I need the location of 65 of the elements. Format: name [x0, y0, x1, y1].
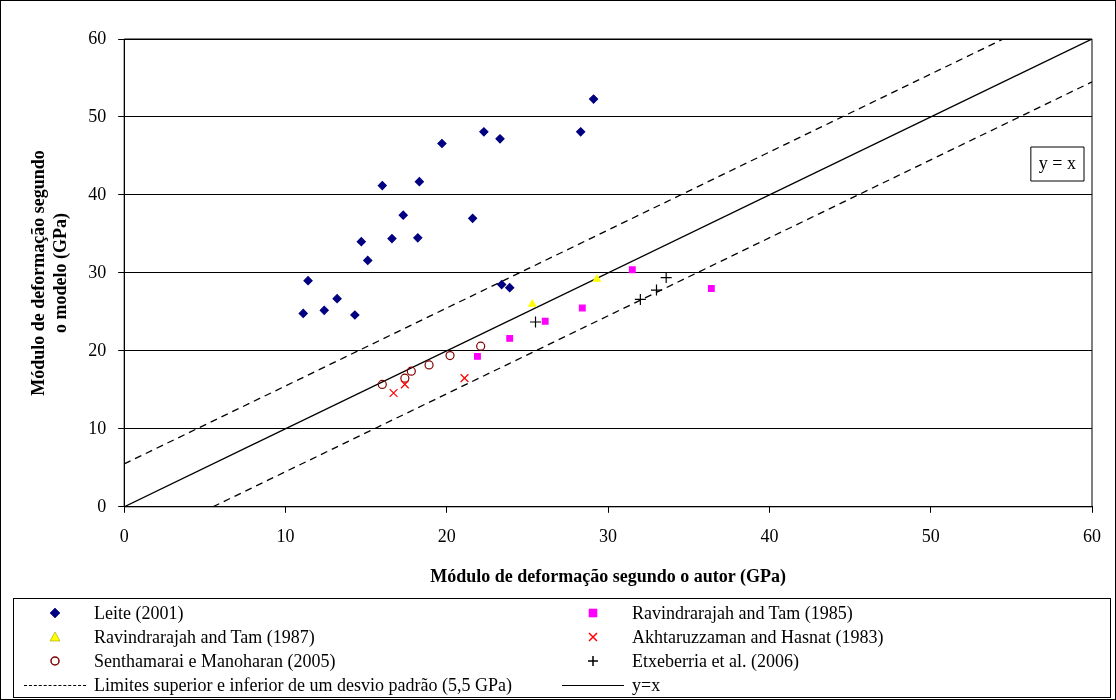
point	[460, 373, 470, 383]
point	[350, 310, 360, 320]
y-tick-label: 30	[88, 261, 107, 282]
legend-label: y=x	[632, 674, 661, 696]
point	[576, 127, 586, 137]
x-tick-label: 20	[437, 526, 456, 547]
point	[506, 334, 514, 342]
point	[414, 177, 424, 187]
x-axis-title: Módulo de deformação segundo o autor (GPa)	[430, 565, 786, 587]
point	[479, 127, 489, 137]
y-axis-title: Módulo de deformação segundo o modelo (GPa)	[28, 150, 72, 396]
point	[424, 360, 434, 370]
y-tick-label: 60	[88, 27, 107, 48]
point	[592, 274, 601, 282]
point	[406, 366, 416, 376]
legend-label: Ravindrarajah and Tam (1987)	[94, 626, 315, 648]
point	[298, 308, 308, 319]
y-tick-label: 50	[88, 105, 107, 126]
point	[578, 304, 586, 312]
point	[363, 255, 373, 266]
x-tick-label: 50	[921, 526, 940, 547]
point	[445, 350, 455, 361]
point	[497, 280, 507, 290]
y-tick-label: 10	[88, 417, 107, 438]
legend-label: Etxeberria et al. (2006)	[632, 650, 799, 672]
point	[389, 388, 399, 398]
x-tick-label: 40	[760, 526, 779, 547]
legend-label: Senthamarai e Manoharan (2005)	[94, 650, 336, 672]
legend-label: Akhtaruzzaman and Hasnat (1983)	[632, 626, 884, 648]
point	[588, 94, 599, 104]
point	[413, 233, 423, 243]
point	[468, 213, 478, 223]
point	[505, 283, 515, 293]
x-tick-label: 0	[119, 526, 129, 547]
point	[634, 293, 647, 306]
point	[356, 237, 366, 247]
point	[707, 285, 715, 292]
legend-label: Leite (2001)	[94, 602, 184, 624]
point	[387, 234, 397, 244]
point	[400, 379, 410, 389]
point	[474, 352, 481, 360]
x-tick-label: 60	[1083, 526, 1101, 547]
y-tick-label: 40	[88, 183, 107, 204]
point	[529, 315, 542, 329]
point	[650, 283, 663, 297]
legend-label: Limites superior e inferior de um desvio padrão (5,5 GPa)	[94, 674, 512, 696]
legend-label: Ravindrarajah and Tam (1985)	[632, 602, 853, 624]
x-tick-label: 10	[276, 526, 295, 547]
x-tick-label: 30	[599, 526, 618, 547]
point	[628, 266, 636, 274]
annotation: y = x	[1038, 152, 1076, 173]
y-tick-label: 0	[97, 495, 107, 516]
point	[437, 138, 447, 149]
point	[377, 180, 387, 191]
point	[319, 305, 329, 315]
point	[377, 379, 387, 389]
point	[398, 210, 408, 220]
point	[400, 373, 410, 383]
point	[332, 294, 342, 304]
point	[495, 134, 505, 144]
point	[528, 299, 537, 307]
point	[541, 317, 549, 325]
point	[476, 341, 486, 351]
y-tick-label: 20	[88, 339, 107, 360]
point	[303, 276, 313, 286]
